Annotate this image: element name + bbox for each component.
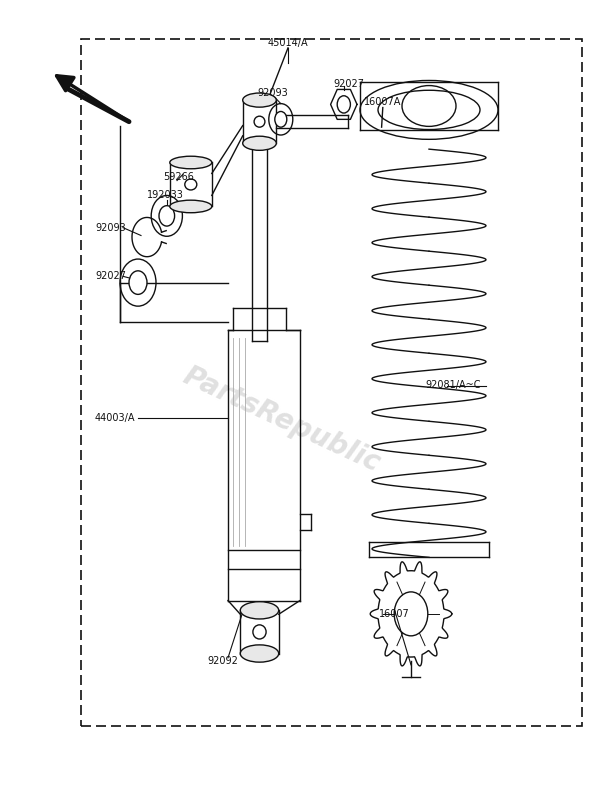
Ellipse shape [185, 179, 197, 190]
Ellipse shape [240, 602, 278, 619]
Ellipse shape [170, 200, 212, 213]
Bar [81, 39, 582, 726]
Text: 92092: 92092 [208, 656, 239, 666]
Text: 16007A: 16007A [364, 97, 401, 107]
Text: 92093: 92093 [95, 223, 127, 232]
Text: 59266: 59266 [163, 172, 194, 181]
Circle shape [159, 206, 175, 226]
Text: 92027: 92027 [95, 272, 127, 281]
Circle shape [129, 271, 147, 294]
Ellipse shape [242, 137, 277, 151]
Ellipse shape [253, 625, 266, 639]
Ellipse shape [170, 156, 212, 169]
Text: 92093: 92093 [257, 88, 289, 97]
Circle shape [275, 111, 287, 127]
Text: 44003/A: 44003/A [95, 413, 136, 422]
Text: 16007: 16007 [379, 609, 410, 619]
Circle shape [337, 96, 350, 113]
Ellipse shape [254, 116, 265, 127]
Text: 192033: 192033 [146, 190, 184, 199]
Text: 92081/A~C: 92081/A~C [425, 380, 481, 389]
Ellipse shape [242, 93, 277, 108]
Text: PartsRepublic: PartsRepublic [179, 362, 385, 478]
Text: 45014/A: 45014/A [268, 38, 308, 48]
Ellipse shape [240, 645, 278, 663]
Text: 92027: 92027 [334, 79, 365, 89]
